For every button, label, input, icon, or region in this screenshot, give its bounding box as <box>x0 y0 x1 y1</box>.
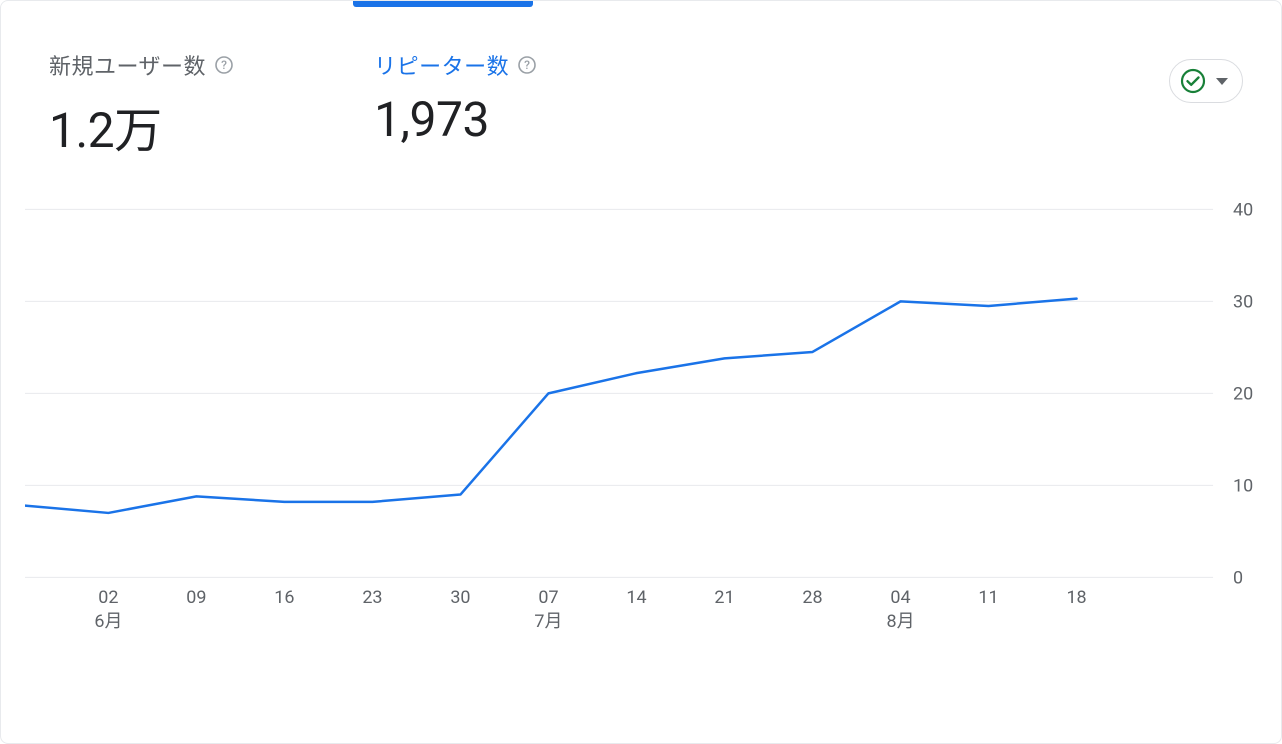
y-tick-label: 100 <box>1233 475 1253 496</box>
y-tick-label: 200 <box>1233 383 1253 404</box>
x-tick-label: 16 <box>274 587 294 608</box>
x-tick-label: 07 <box>538 587 558 608</box>
x-tick-label: 02 <box>98 587 118 608</box>
x-tick-label: 21 <box>714 587 734 608</box>
metric-repeaters-label: リピーター数 <box>374 49 509 81</box>
help-icon[interactable]: ? <box>517 55 537 75</box>
active-tab-indicator <box>353 1 533 7</box>
analytics-card: 新規ユーザー数 ? 1.2万 リピーター数 ? 1,973 <box>0 0 1282 744</box>
x-tick-label: 18 <box>1066 587 1086 608</box>
metric-repeaters[interactable]: リピーター数 ? 1,973 <box>374 49 537 161</box>
y-tick-label: 400 <box>1233 199 1253 220</box>
chevron-down-icon <box>1216 78 1228 85</box>
x-tick-label: 23 <box>362 587 382 608</box>
x-month-label: 8月 <box>886 611 914 632</box>
x-tick-label: 28 <box>802 587 822 608</box>
x-tick-label: 09 <box>186 587 206 608</box>
x-month-label: 7月 <box>534 611 562 632</box>
x-tick-label: 04 <box>890 587 910 608</box>
y-tick-label: 300 <box>1233 291 1253 312</box>
chart-area: 0 100 200 300 400 02 6月 09 16 23 30 07 7月 14 21 28 04 8月 1… <box>25 191 1253 653</box>
x-month-label: 6月 <box>94 611 122 632</box>
metric-new-users-label-row: 新規ユーザー数 ? <box>49 49 234 81</box>
check-circle-icon <box>1180 68 1206 94</box>
metric-repeaters-label-row: リピーター数 ? <box>374 49 537 81</box>
help-icon[interactable]: ? <box>214 55 234 75</box>
status-dropdown[interactable] <box>1169 59 1243 103</box>
metric-new-users-label: 新規ユーザー数 <box>49 49 206 81</box>
x-tick-label: 11 <box>978 587 998 608</box>
svg-text:?: ? <box>221 58 227 72</box>
line-chart: 0 100 200 300 400 02 6月 09 16 23 30 07 7月 14 21 28 04 8月 1… <box>25 191 1253 653</box>
metrics-row: 新規ユーザー数 ? 1.2万 リピーター数 ? 1,973 <box>1 1 1281 161</box>
x-tick-label: 30 <box>450 587 470 608</box>
metric-new-users[interactable]: 新規ユーザー数 ? 1.2万 <box>49 49 234 161</box>
svg-text:?: ? <box>524 58 530 72</box>
metric-repeaters-value: 1,973 <box>374 91 537 148</box>
metric-new-users-value: 1.2万 <box>49 91 234 161</box>
y-tick-label: 0 <box>1233 567 1243 588</box>
x-tick-label: 14 <box>626 587 646 608</box>
data-line <box>25 299 1077 513</box>
